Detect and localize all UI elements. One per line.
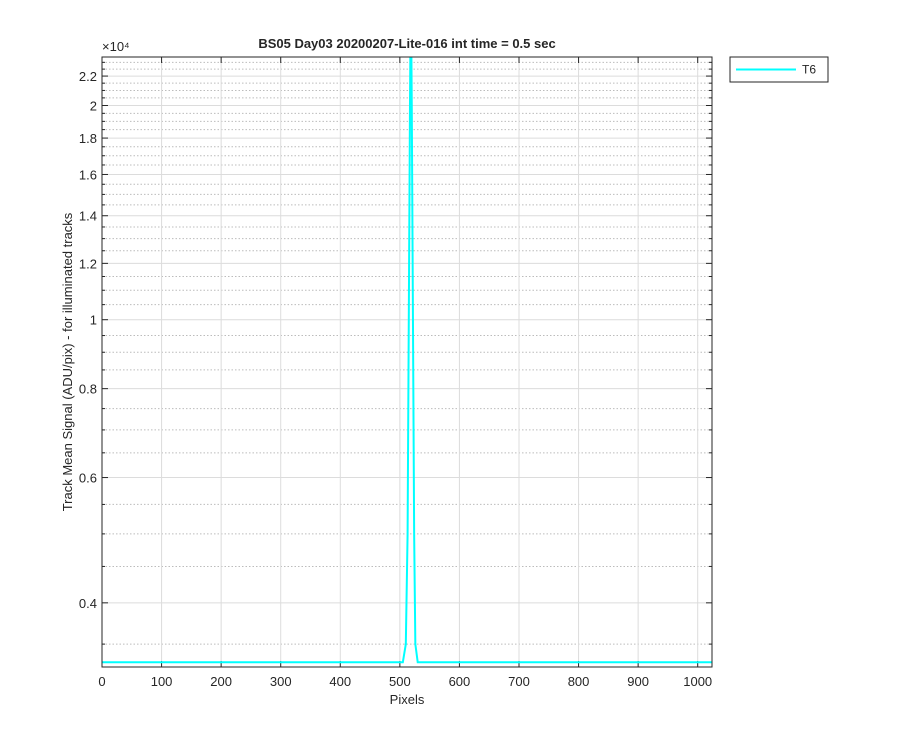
x-tick-label: 700 <box>508 674 530 689</box>
y-exponent-label: ×10⁴ <box>102 39 130 54</box>
x-tick-label: 200 <box>210 674 232 689</box>
x-tick-label: 400 <box>329 674 351 689</box>
x-tick-label: 300 <box>270 674 292 689</box>
x-tick-label: 1000 <box>683 674 712 689</box>
y-tick-label: 2.2 <box>79 69 97 84</box>
y-tick-label: 1 <box>90 313 97 328</box>
y-tick-label: 1.2 <box>79 256 97 271</box>
x-tick-label: 800 <box>568 674 590 689</box>
x-tick-label: 0 <box>98 674 105 689</box>
y-tick-label: 0.6 <box>79 471 97 486</box>
y-tick-label: 1.8 <box>79 131 97 146</box>
axes-box <box>101 56 713 668</box>
y-tick-label: 1.4 <box>79 209 97 224</box>
chart-title: BS05 Day03 20200207-Lite-016 int time = … <box>258 36 555 51</box>
y-tick-label: 0.8 <box>79 382 97 397</box>
y-tick-label: 2 <box>90 99 97 114</box>
data-line <box>102 57 712 664</box>
y-tick-label: 0.4 <box>79 596 97 611</box>
x-tick-label: 100 <box>151 674 173 689</box>
x-tick-label: 600 <box>449 674 471 689</box>
x-axis-label: Pixels <box>390 692 425 707</box>
y-tick-label: 1.6 <box>79 167 97 182</box>
x-tick-label: 900 <box>627 674 649 689</box>
y-axis-label: Track Mean Signal (ADU/pix) - for illumi… <box>60 212 75 511</box>
legend-label: T6 <box>802 63 816 77</box>
x-tick-label: 500 <box>389 674 411 689</box>
